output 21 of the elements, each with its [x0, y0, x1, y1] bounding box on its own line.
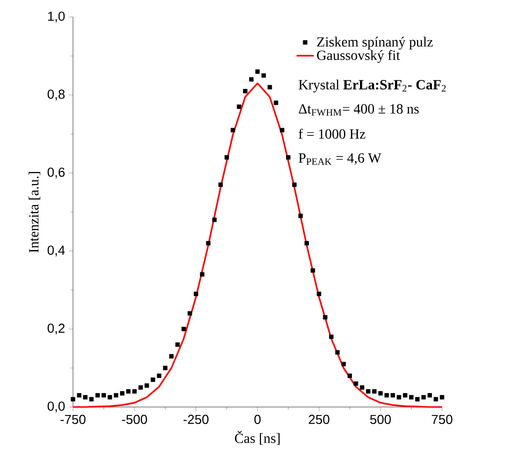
x-tick-label: 250 — [308, 414, 330, 424]
y-tick-label: 0,8 — [48, 90, 65, 100]
x-tick-label: -750 — [60, 414, 86, 424]
x-tick-label: 750 — [432, 414, 452, 424]
legend-label: Gaussovský fit — [317, 50, 400, 63]
y-tick-label: 0,2 — [48, 324, 65, 334]
y-tick-label: 0,0 — [48, 402, 65, 412]
x-tick-label: 500 — [370, 414, 391, 424]
legend-label: Ziskem spínaný pulz — [317, 36, 433, 50]
y-tick-label: 0,4 — [48, 246, 65, 256]
x-tick-label: -250 — [184, 414, 209, 424]
y-axis-title: Intenzita [a.u.] — [28, 172, 40, 253]
y-tick-label: 0,6 — [48, 168, 65, 178]
annotation: Krystal ErLa:SrF$_{2}$- CaF$_{2}$ — [298, 80, 446, 92]
y-tick-label: 1,0 — [48, 12, 65, 22]
x-tick-label: 0 — [254, 414, 261, 424]
annotation: Δt$_{FWHM}$= 400 ± 18 ns — [298, 104, 419, 116]
annotation: P$_{PEAK}$ = 4,6 W — [298, 153, 382, 165]
x-axis-title: Čas [ns] — [234, 430, 280, 445]
annotation: f = 1000 Hz — [298, 128, 366, 139]
x-tick-label: -500 — [122, 414, 148, 424]
